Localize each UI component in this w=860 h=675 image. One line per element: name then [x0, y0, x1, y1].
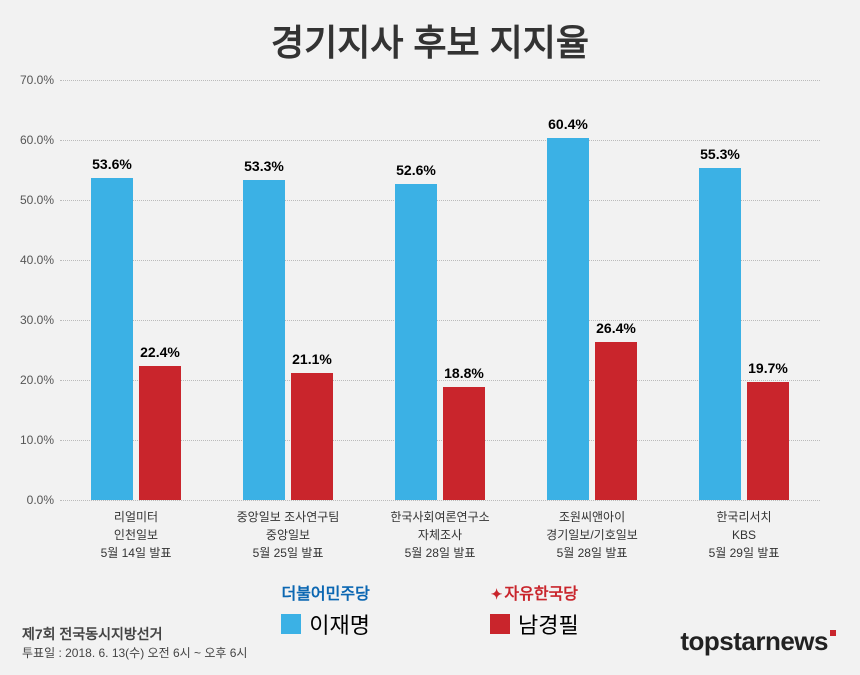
legend-item-b: ✦자유한국당 남경필 [490, 580, 579, 640]
bar-value-label: 26.4% [596, 320, 636, 336]
bar-group: 52.6%18.8% [364, 80, 516, 500]
plot-area: 53.6%22.4%53.3%21.1%52.6%18.8%60.4%26.4%… [60, 80, 820, 500]
bar-value-label: 60.4% [548, 116, 588, 132]
bar-value-label: 22.4% [140, 344, 180, 360]
bar-group: 53.3%21.1% [212, 80, 364, 500]
bar-value-label: 53.3% [244, 158, 284, 174]
brand-logo: topstarnews [680, 626, 834, 657]
bar-group: 55.3%19.7% [668, 80, 820, 500]
x-label-line2: 중앙일보 [212, 526, 364, 544]
x-tick-group: 조원씨앤아이경기일보/기호일보5월 28일 발표 [516, 508, 668, 562]
y-axis: 0.0%10.0%20.0%30.0%40.0%50.0%60.0%70.0% [10, 80, 60, 500]
footer-note: 제7회 전국동시지방선거 투표일 : 2018. 6. 13(수) 오전 6시 … [22, 624, 247, 661]
x-label-line1: 조원씨앤아이 [516, 508, 668, 526]
bar-value-label: 52.6% [396, 162, 436, 178]
flame-icon: ✦ [491, 586, 503, 603]
x-tick-group: 한국리서치KBS5월 29일 발표 [668, 508, 820, 562]
bar-a: 55.3% [699, 168, 741, 500]
legend-item-a: 더불어민주당 이재명 [281, 580, 370, 640]
bar-b: 21.1% [291, 373, 333, 500]
bar-value-label: 18.8% [444, 365, 484, 381]
brand-dot-icon [830, 630, 836, 636]
candidate-a-name: 이재명 [309, 608, 370, 640]
x-tick-group: 중앙일보 조사연구팀중앙일보5월 25일 발표 [212, 508, 364, 562]
bar-b: 22.4% [139, 366, 181, 500]
y-tick-label: 20.0% [20, 373, 54, 387]
bar-a: 52.6% [395, 184, 437, 500]
election-title: 제7회 전국동시지방선거 [22, 624, 247, 644]
party-b-name: ✦자유한국당 [490, 580, 579, 604]
bar-value-label: 53.6% [92, 156, 132, 172]
y-tick-label: 0.0% [27, 493, 54, 507]
x-label-line3: 5월 25일 발표 [212, 544, 364, 562]
bar-b: 19.7% [747, 382, 789, 500]
y-tick-label: 10.0% [20, 433, 54, 447]
bar-value-label: 55.3% [700, 146, 740, 162]
x-label-line3: 5월 28일 발표 [516, 544, 668, 562]
grid-line [60, 500, 820, 501]
y-tick-label: 30.0% [20, 313, 54, 327]
x-label-line1: 한국사회여론연구소 [364, 508, 516, 526]
bar-group: 53.6%22.4% [60, 80, 212, 500]
x-tick-group: 리얼미터인천일보5월 14일 발표 [60, 508, 212, 562]
x-label-line3: 5월 28일 발표 [364, 544, 516, 562]
x-label-line2: 경기일보/기호일보 [516, 526, 668, 544]
candidate-b-name: 남경필 [518, 608, 579, 640]
x-tick-group: 한국사회여론연구소자체조사5월 28일 발표 [364, 508, 516, 562]
chart-area: 0.0%10.0%20.0%30.0%40.0%50.0%60.0%70.0% … [60, 80, 820, 500]
bar-a: 53.6% [91, 178, 133, 500]
y-tick-label: 40.0% [20, 253, 54, 267]
bar-group: 60.4%26.4% [516, 80, 668, 500]
x-label-line2: 자체조사 [364, 526, 516, 544]
x-label-line3: 5월 14일 발표 [60, 544, 212, 562]
bar-a: 53.3% [243, 180, 285, 500]
party-a-name: 더불어민주당 [281, 580, 370, 604]
bar-value-label: 21.1% [292, 351, 332, 367]
bar-b: 26.4% [595, 342, 637, 500]
swatch-b [490, 614, 510, 634]
bar-a: 60.4% [547, 138, 589, 500]
x-label-line3: 5월 29일 발표 [668, 544, 820, 562]
y-tick-label: 60.0% [20, 133, 54, 147]
y-tick-label: 50.0% [20, 193, 54, 207]
x-label-line1: 한국리서치 [668, 508, 820, 526]
x-label-line1: 리얼미터 [60, 508, 212, 526]
x-label-line2: KBS [668, 526, 820, 544]
x-label-line1: 중앙일보 조사연구팀 [212, 508, 364, 526]
bar-value-label: 19.7% [748, 360, 788, 376]
swatch-a [281, 614, 301, 634]
x-axis-labels: 리얼미터인천일보5월 14일 발표중앙일보 조사연구팀중앙일보5월 25일 발표… [60, 508, 820, 562]
bar-b: 18.8% [443, 387, 485, 500]
election-date: 투표일 : 2018. 6. 13(수) 오전 6시 ~ 오후 6시 [22, 644, 247, 661]
y-tick-label: 70.0% [20, 73, 54, 87]
chart-title: 경기지사 후보 지지율 [0, 0, 860, 66]
x-label-line2: 인천일보 [60, 526, 212, 544]
